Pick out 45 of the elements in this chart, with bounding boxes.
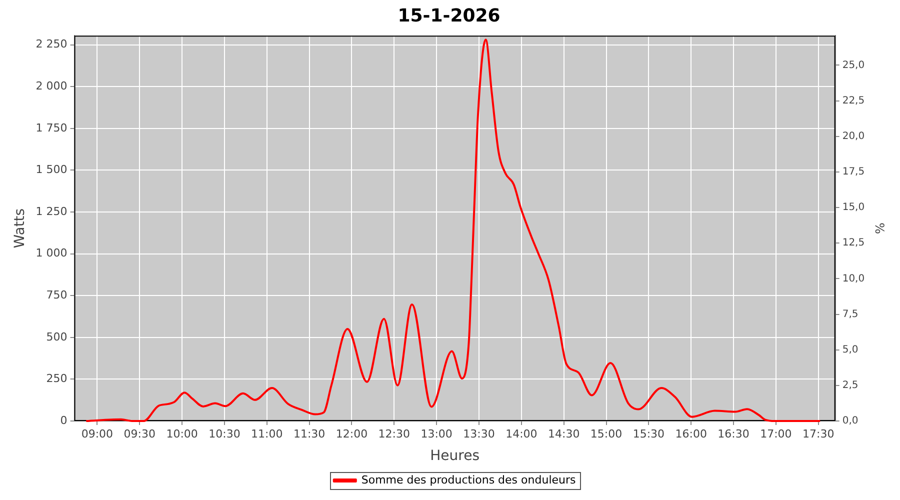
- x-tick-label: 14:00: [506, 427, 538, 440]
- y-tick-label: 1 750: [36, 121, 68, 134]
- x-tick-label: 11:30: [293, 427, 326, 440]
- y2-tick-label: 10,0: [842, 273, 865, 284]
- x-tick-label: 10:00: [166, 427, 198, 440]
- y2-tick-label: 17,5: [842, 166, 865, 178]
- y-tick-label: 750: [46, 288, 68, 302]
- x-tick-label: 15:30: [632, 427, 665, 440]
- x-tick-label: 12:30: [378, 427, 410, 440]
- y2-tick-label: 25,0: [842, 60, 865, 71]
- y2-tick-label: 2,5: [842, 380, 858, 392]
- x-tick-label: 09:00: [81, 427, 114, 440]
- y2-tick-label: 0,0: [842, 416, 858, 427]
- x-tick-label: 09:30: [124, 427, 156, 440]
- y-tick-label: 0: [60, 414, 68, 427]
- y-tick-label: 1 250: [36, 204, 68, 218]
- x-tick-label: 11:00: [251, 427, 283, 440]
- x-axis-title: Heures: [430, 448, 480, 464]
- y-tick-label: 2 000: [36, 79, 68, 92]
- x-tick-label: 16:00: [675, 427, 707, 440]
- y-tick-label: 500: [46, 330, 68, 344]
- y2-tick-label: 15,0: [842, 202, 865, 214]
- x-tick-label: 17:00: [760, 427, 792, 440]
- x-tick-label: 15:00: [590, 427, 622, 440]
- x-tick-label: 10:30: [208, 427, 240, 440]
- y2-axis-title: %: [872, 222, 887, 234]
- x-tick-label: 14:30: [548, 427, 580, 440]
- y2-tick-label: 5,0: [842, 344, 858, 356]
- chart-title: 15-1-2026: [398, 5, 500, 26]
- y2-tick-label: 22,5: [842, 95, 865, 106]
- x-tick-label: 12:00: [336, 427, 368, 440]
- y2-tick-label: 7,5: [842, 308, 858, 320]
- x-tick-label: 16:30: [718, 427, 750, 440]
- x-tick-label: 13:30: [463, 427, 495, 440]
- y2-tick-label: 20,0: [842, 130, 865, 142]
- x-tick-label: 13:00: [420, 427, 452, 440]
- y-axis-title: Watts: [12, 208, 28, 248]
- y-tick-label: 2 250: [36, 38, 68, 51]
- line-series: [85, 38, 822, 422]
- y2-tick-label: 12,5: [842, 238, 865, 249]
- y-tick-label: 250: [46, 372, 68, 386]
- y-tick-label: 1 000: [36, 246, 68, 260]
- y-tick-label: 1 500: [36, 163, 68, 176]
- legend-label: Somme des productions des onduleurs: [361, 473, 576, 486]
- x-tick-label: 17:30: [802, 427, 834, 440]
